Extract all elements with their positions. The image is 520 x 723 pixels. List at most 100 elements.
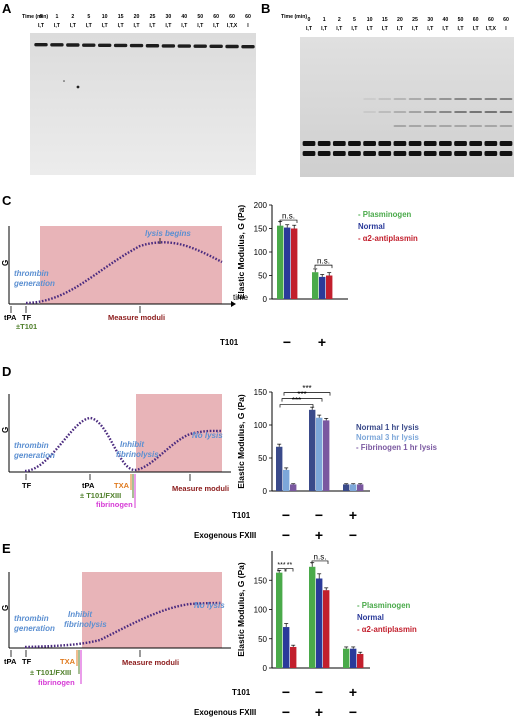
gel-band xyxy=(469,98,483,100)
gel-time-label: 20 xyxy=(397,17,403,23)
thrombin-label-2: generation xyxy=(13,451,55,460)
schematic-e: G thrombin generation Inhibit fibrinolys… xyxy=(1,572,231,687)
panel-label-d: D xyxy=(2,364,11,379)
gel-band xyxy=(378,111,392,113)
gel-band xyxy=(302,141,316,146)
gel-time-label: 15 xyxy=(382,17,388,23)
y-tick-label: 0 xyxy=(263,487,268,496)
inhibit-label-1: Inhibit xyxy=(68,610,92,619)
measure-label: Measure moduli xyxy=(122,658,179,667)
gel-band xyxy=(50,43,64,47)
bar xyxy=(357,653,364,668)
gel-condition-label: I,T xyxy=(458,26,465,32)
gel-condition-label: I,T xyxy=(306,26,313,32)
gel-time-label: 60 xyxy=(245,14,251,20)
significance-bracket xyxy=(281,398,323,402)
fibrinogen-label: fibrinogen xyxy=(38,678,75,687)
gel-band xyxy=(363,141,376,146)
significance-bracket xyxy=(314,264,333,269)
significance-label: *** xyxy=(292,396,301,405)
bar-chart-c: 0 50 100 150 200 Elastic Modulus, G (Pa) - Pla… xyxy=(220,201,418,350)
gel-time-label: 40 xyxy=(181,14,187,20)
row-label: T101 xyxy=(232,688,251,697)
gel-time-label: 0 xyxy=(40,14,43,20)
bar xyxy=(316,417,323,491)
gel-band xyxy=(145,44,160,48)
gel-condition-label: I,T xyxy=(149,23,156,29)
gel-time-label: 50 xyxy=(197,14,203,20)
gel-time-label: 0 xyxy=(308,17,311,23)
gel-band xyxy=(66,43,80,47)
gel-band xyxy=(454,141,467,146)
gel-time-label: 10 xyxy=(367,17,373,23)
gel-time-label: 30 xyxy=(427,17,433,23)
gel-band xyxy=(177,44,191,48)
bar xyxy=(309,566,316,668)
bar xyxy=(284,227,291,299)
gel-condition-label: I,T xyxy=(181,23,188,29)
lysis-begins-label: lysis begins xyxy=(145,229,191,238)
gel-band xyxy=(363,151,376,156)
y-tick-label: 100 xyxy=(254,248,268,257)
gel-band xyxy=(454,98,467,100)
gel-a-bands xyxy=(34,43,255,49)
gel-band xyxy=(484,151,498,156)
gel-condition-label: I,T xyxy=(102,23,109,29)
gel-condition-label: I,T xyxy=(473,26,480,32)
gel-band xyxy=(439,125,452,127)
gel-band xyxy=(393,151,407,156)
gel-band xyxy=(408,98,422,100)
bar xyxy=(276,572,283,668)
category-label: + xyxy=(318,334,326,350)
txa-label: TXA xyxy=(60,657,76,666)
tpa-label: tPA xyxy=(82,481,95,490)
gel-b-bands xyxy=(302,98,513,156)
thrombin-label-1: thrombin xyxy=(14,614,49,623)
gel-band xyxy=(423,151,437,156)
no-lysis-label: No lysis xyxy=(192,431,223,440)
category-axis-label: T101 xyxy=(220,338,239,347)
y-axis-label: Elastic Modulus, G (Pa) xyxy=(236,562,246,657)
gel-condition-label: I,T xyxy=(134,23,141,29)
row-value: − xyxy=(349,704,357,720)
row-label: T101 xyxy=(232,511,251,520)
significance-label: *** xyxy=(302,384,311,393)
y-axis-label: G xyxy=(1,427,10,433)
y-axis-label: G xyxy=(1,260,10,266)
modulus-curve xyxy=(24,416,223,473)
row-value: − xyxy=(282,527,290,543)
gel-band xyxy=(317,141,331,146)
gel-band xyxy=(82,43,96,47)
significance-label: n.s. xyxy=(317,257,330,266)
gel-condition-label: I,T xyxy=(86,23,93,29)
gel-time-label: 15 xyxy=(118,14,124,20)
gel-band xyxy=(423,141,437,146)
significance-bracket xyxy=(283,392,331,396)
tpa-label: tPA xyxy=(4,657,17,666)
gel-band xyxy=(499,98,513,100)
y-tick-label: 0 xyxy=(263,295,268,304)
y-tick-label: 50 xyxy=(258,635,267,644)
gel-band xyxy=(439,111,452,113)
row-value: − xyxy=(315,684,323,700)
gel-time-label: 60 xyxy=(213,14,219,20)
gel-time-label: 20 xyxy=(134,14,140,20)
gel-band xyxy=(393,111,407,113)
legend-entry: Normal 3 hr lysis xyxy=(356,433,419,442)
gel-band xyxy=(129,43,144,48)
legend-entry: Normal xyxy=(357,613,384,622)
gel-band xyxy=(439,151,452,156)
bar xyxy=(309,409,316,491)
gel-band xyxy=(439,141,452,146)
gel-time-label: 2 xyxy=(71,14,74,20)
gel-time-label: 50 xyxy=(458,17,464,23)
legend-entry: - Plasminogen xyxy=(358,210,412,219)
gel-condition-label: I,T,X xyxy=(486,26,497,32)
lysis-shade xyxy=(82,572,222,648)
bar-chart-e: 0 50 100 150 Elastic Modulus, G (Pa) - Plasmi… xyxy=(194,551,417,720)
gel-band xyxy=(423,98,437,100)
row-value: − xyxy=(282,507,290,523)
gel-band xyxy=(332,151,346,156)
bar xyxy=(319,276,326,299)
gel-band xyxy=(193,44,207,48)
